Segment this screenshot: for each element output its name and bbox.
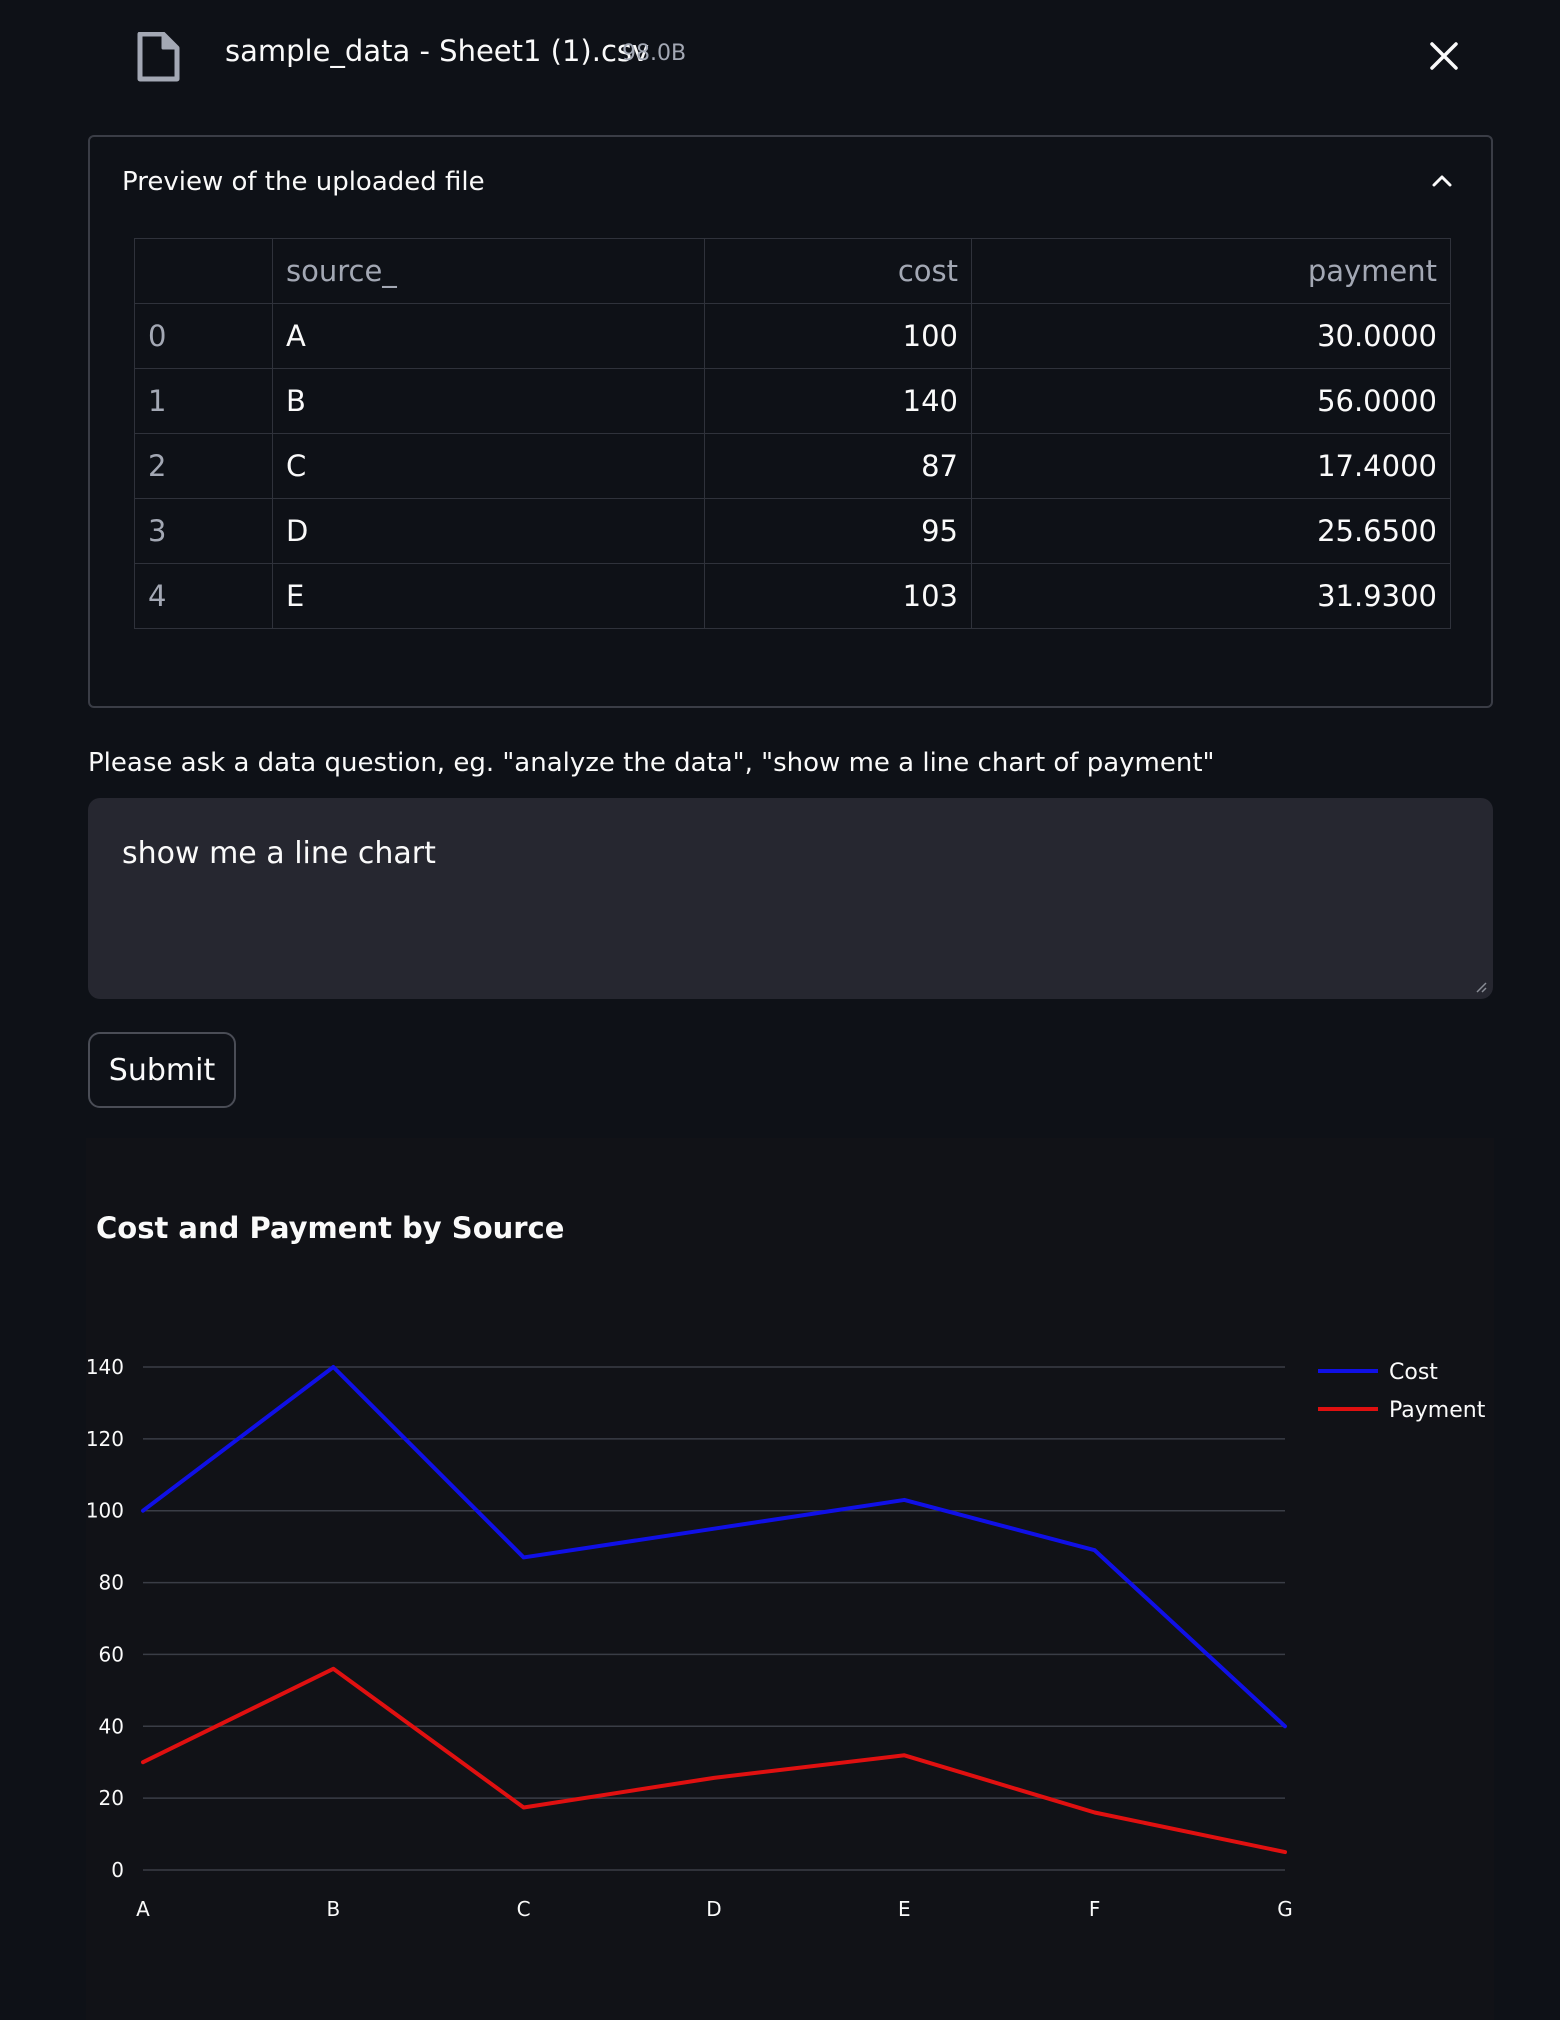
x-tick-label: F bbox=[1089, 1897, 1101, 1921]
cell-payment[interactable]: 17.4000 bbox=[971, 433, 1451, 499]
y-tick-label: 100 bbox=[86, 1499, 124, 1523]
expander-title[interactable]: Preview of the uploaded file bbox=[122, 167, 485, 197]
uploaded-file-bar: sample_data - Sheet1 (1).csv 98.0B bbox=[0, 0, 1560, 110]
row-index: 1 bbox=[134, 368, 273, 434]
resize-handle-icon[interactable] bbox=[1475, 981, 1487, 993]
x-tick-label: D bbox=[706, 1897, 721, 1921]
y-tick-label: 40 bbox=[99, 1714, 124, 1738]
row-index: 2 bbox=[134, 433, 273, 499]
column-header-payment[interactable]: payment bbox=[971, 238, 1451, 304]
y-tick-label: 0 bbox=[111, 1858, 124, 1882]
close-icon[interactable] bbox=[1428, 40, 1460, 72]
cell-payment[interactable]: 56.0000 bbox=[971, 368, 1451, 434]
cell-source[interactable]: B bbox=[272, 368, 705, 434]
cell-cost[interactable]: 87 bbox=[704, 433, 972, 499]
column-header-source[interactable]: source_ bbox=[272, 238, 705, 304]
x-tick-label: B bbox=[326, 1897, 340, 1921]
cell-source[interactable]: C bbox=[272, 433, 705, 499]
table-row: 0 A 100 30.0000 bbox=[134, 303, 1451, 369]
question-textarea[interactable]: show me a line chart bbox=[88, 798, 1493, 999]
cell-cost[interactable]: 140 bbox=[704, 368, 972, 434]
x-tick-label: E bbox=[898, 1897, 911, 1921]
preview-expander bbox=[88, 135, 1493, 708]
cell-cost[interactable]: 100 bbox=[704, 303, 972, 369]
file-size: 98.0B bbox=[622, 41, 687, 66]
y-tick-label: 80 bbox=[99, 1571, 124, 1595]
table-row: 1 B 140 56.0000 bbox=[134, 368, 1451, 434]
cell-payment[interactable]: 31.9300 bbox=[971, 563, 1451, 629]
y-tick-label: 60 bbox=[99, 1642, 124, 1666]
y-tick-label: 140 bbox=[86, 1355, 124, 1379]
legend-label-cost: Cost bbox=[1389, 1360, 1438, 1385]
cell-cost[interactable]: 103 bbox=[704, 563, 972, 629]
legend-label-payment: Payment bbox=[1389, 1398, 1486, 1423]
row-index: 3 bbox=[134, 498, 273, 564]
y-tick-label: 20 bbox=[99, 1786, 124, 1810]
file-name: sample_data - Sheet1 (1).csv bbox=[225, 34, 650, 68]
file-icon bbox=[137, 32, 180, 82]
question-text: show me a line chart bbox=[122, 836, 436, 871]
chart-title: Cost and Payment by Source bbox=[96, 1211, 564, 1245]
cell-cost[interactable]: 95 bbox=[704, 498, 972, 564]
y-tick-label: 120 bbox=[86, 1427, 124, 1451]
question-label: Please ask a data question, eg. "analyze… bbox=[88, 748, 1215, 778]
preview-table: source_ cost payment 0 A 100 30.0000 1 B… bbox=[134, 238, 1451, 629]
cell-source[interactable]: A bbox=[272, 303, 705, 369]
line-chart: Cost and Payment by Source 0 20 40 60 80 100 12… bbox=[86, 1211, 1486, 1921]
cell-source[interactable]: D bbox=[272, 498, 705, 564]
column-header-cost[interactable]: cost bbox=[704, 238, 972, 304]
series-line-payment bbox=[141, 1666, 1287, 1855]
x-tick-label: A bbox=[136, 1897, 150, 1921]
x-tick-label: C bbox=[517, 1897, 531, 1921]
cell-payment[interactable]: 30.0000 bbox=[971, 303, 1451, 369]
cell-payment[interactable]: 25.6500 bbox=[971, 498, 1451, 564]
chart-panel: Cost and Payment by Source 0 20 40 60 80 100 12… bbox=[86, 1138, 1494, 2020]
table-row: 3 D 95 25.6500 bbox=[134, 498, 1451, 564]
row-index: 4 bbox=[134, 563, 273, 629]
x-tick-label: G bbox=[1277, 1897, 1293, 1921]
table-header-row: source_ cost payment bbox=[134, 238, 1451, 304]
table-row: 4 E 103 31.9300 bbox=[134, 563, 1451, 629]
column-header-index[interactable] bbox=[134, 238, 273, 304]
chevron-up-icon[interactable] bbox=[1430, 172, 1454, 188]
cell-source[interactable]: E bbox=[272, 563, 705, 629]
row-index: 0 bbox=[134, 303, 273, 369]
series-line-cost bbox=[141, 1365, 1287, 1729]
table-row: 2 C 87 17.4000 bbox=[134, 433, 1451, 499]
submit-button[interactable]: Submit bbox=[88, 1032, 236, 1108]
